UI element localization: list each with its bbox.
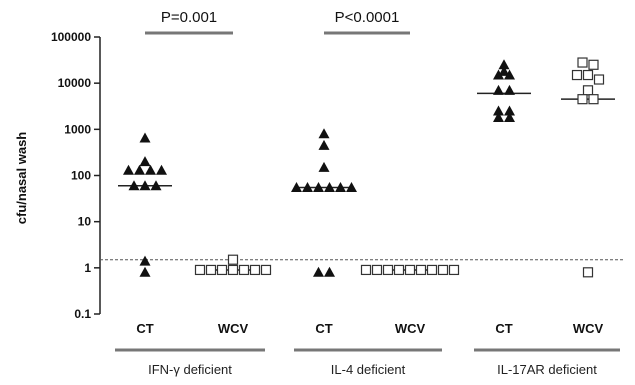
data-point-triangle — [504, 112, 515, 123]
data-point-square — [404, 264, 416, 276]
category-label: WCV — [395, 321, 426, 336]
data-point-square — [588, 59, 599, 70]
significance-comparisons: P=0.001 P<0.0001 — [145, 9, 410, 35]
category-label: CT — [495, 321, 512, 336]
data-point-triangle — [313, 266, 324, 277]
data-point-square — [205, 264, 217, 276]
x-axis-categories: CT WCV CT WCV CT WCV — [136, 321, 603, 336]
category-label: CT — [315, 321, 332, 336]
data-points — [123, 57, 605, 278]
data-point-square — [260, 264, 272, 276]
data-point-triangle — [498, 59, 510, 70]
data-point-square — [216, 264, 228, 276]
group-label: IL-17AR deficient — [497, 362, 597, 377]
data-point-triangle — [128, 180, 140, 191]
data-point-triangle — [504, 105, 515, 116]
data-point-square — [582, 267, 594, 278]
p-value-label: P=0.001 — [161, 9, 217, 26]
data-point-square — [582, 69, 594, 81]
data-point-square — [393, 264, 405, 276]
data-point-square — [194, 264, 206, 276]
data-point-square — [577, 57, 588, 68]
data-point-square — [249, 264, 261, 276]
data-point-triangle — [346, 181, 357, 192]
data-point-square — [415, 264, 427, 276]
y-tick-label: 1000 — [64, 122, 91, 136]
data-point-triangle — [335, 181, 346, 192]
data-point-triangle — [302, 181, 313, 192]
data-point-triangle — [139, 132, 151, 143]
data-point-square — [227, 254, 239, 265]
data-point-square — [571, 69, 583, 81]
y-axis: 0.1 1 10 100 1000 10000 100000 — [51, 30, 101, 321]
data-point-triangle — [324, 266, 335, 277]
data-point-square — [382, 264, 394, 276]
data-point-square — [437, 264, 449, 276]
data-point-triangle — [504, 84, 515, 95]
data-point-triangle — [156, 164, 167, 175]
y-tick-label: 1 — [84, 261, 91, 275]
y-tick-label: 100000 — [51, 30, 91, 44]
medians — [118, 92, 615, 271]
data-point-triangle — [313, 181, 324, 192]
data-point-triangle — [504, 69, 515, 80]
y-tick-label: 0.1 — [74, 307, 91, 321]
group-label: IFN-γ deficient — [148, 362, 232, 377]
data-point-square — [227, 264, 239, 276]
data-point-triangle — [123, 164, 134, 175]
data-point-triangle — [324, 181, 335, 192]
data-point-square — [238, 264, 250, 276]
category-label: CT — [136, 321, 153, 336]
y-tick-label: 10 — [78, 215, 92, 229]
data-point-triangle — [498, 65, 510, 76]
data-point-triangle — [493, 84, 504, 95]
data-point-square — [577, 94, 588, 105]
data-point-triangle — [139, 180, 151, 191]
data-point-triangle — [318, 139, 330, 150]
p-value-label: P<0.0001 — [335, 9, 400, 26]
data-point-square — [360, 264, 372, 276]
y-tick-label: 100 — [71, 169, 91, 183]
data-point-triangle — [145, 164, 156, 175]
y-axis-label: cfu/nasal wash — [14, 132, 29, 225]
y-tick-label: 10000 — [58, 76, 92, 90]
data-point-triangle — [318, 161, 330, 172]
data-point-square — [588, 94, 599, 105]
data-point-triangle — [139, 255, 151, 266]
data-point-triangle — [493, 69, 504, 80]
data-point-square — [448, 264, 460, 276]
data-point-triangle — [134, 164, 145, 175]
data-point-square — [582, 85, 594, 96]
data-point-square — [593, 74, 605, 85]
group-labels: IFN-γ deficient IL-4 deficient IL-17AR def… — [115, 348, 620, 377]
category-label: WCV — [218, 321, 249, 336]
data-point-triangle — [493, 112, 504, 123]
category-label: WCV — [573, 321, 604, 336]
group-label: IL-4 deficient — [331, 362, 406, 377]
data-point-triangle — [318, 128, 330, 139]
data-point-triangle — [139, 266, 151, 277]
data-point-square — [426, 264, 438, 276]
data-point-triangle — [291, 181, 302, 192]
data-point-triangle — [150, 180, 162, 191]
data-point-triangle — [493, 105, 504, 116]
data-point-square — [371, 264, 383, 276]
data-point-triangle — [139, 156, 151, 167]
